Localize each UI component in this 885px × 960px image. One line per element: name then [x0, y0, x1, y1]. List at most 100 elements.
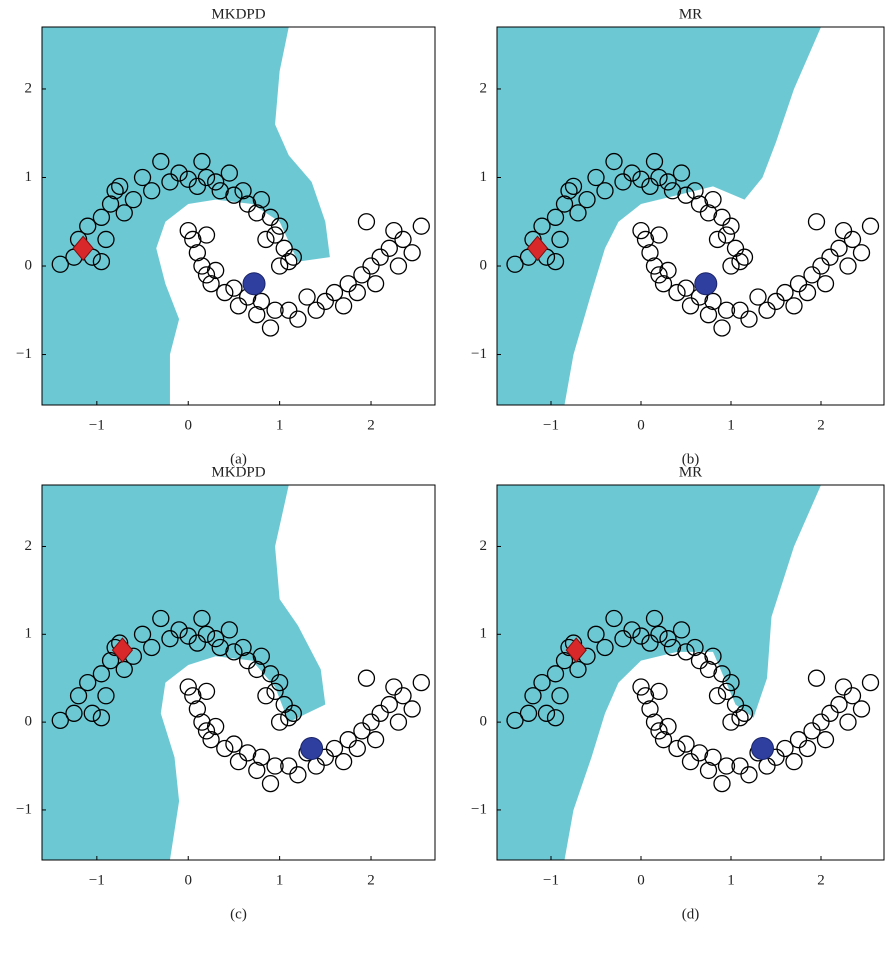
data-point	[546, 709, 565, 727]
data-point	[533, 217, 551, 235]
data-point	[816, 275, 835, 293]
x-tick-label: 0	[637, 417, 645, 433]
data-point	[238, 195, 257, 213]
data-point	[663, 638, 682, 657]
data-point	[348, 283, 366, 302]
data-point	[677, 643, 695, 661]
data-point	[623, 164, 641, 182]
data-point	[650, 266, 668, 284]
data-point	[834, 678, 853, 696]
data-point	[699, 660, 718, 679]
data-point	[731, 757, 749, 775]
data-point	[248, 761, 266, 780]
x-tick-label: −1	[543, 872, 559, 888]
data-point	[65, 704, 83, 722]
data-point	[385, 221, 403, 240]
data-point	[735, 704, 754, 722]
axes-frame	[41, 26, 436, 406]
data-point	[713, 208, 731, 226]
data-point	[179, 678, 197, 696]
data-point	[560, 182, 578, 200]
data-point	[852, 700, 871, 718]
y-tick-label: 2	[480, 80, 488, 96]
data-point	[821, 248, 839, 266]
data-point	[506, 255, 524, 273]
data-point	[193, 152, 211, 171]
data-point	[686, 638, 704, 657]
data-point	[325, 739, 344, 758]
data-point	[663, 182, 682, 200]
data-point	[261, 208, 280, 226]
y-tick-label: 0	[480, 714, 488, 730]
data-point	[699, 306, 718, 324]
data-point	[252, 292, 270, 311]
data-point	[713, 665, 731, 683]
data-point	[533, 673, 551, 692]
y-tick-label: 0	[25, 714, 33, 730]
data-point	[339, 731, 357, 749]
y-tick-label: 2	[25, 538, 33, 554]
data-point	[316, 292, 334, 311]
data-point	[690, 744, 709, 762]
data-point	[133, 625, 152, 643]
plot-area	[497, 27, 880, 405]
data-point	[298, 288, 316, 306]
data-point	[152, 609, 170, 628]
data-point	[101, 195, 120, 213]
data-point	[839, 257, 857, 275]
data-point	[519, 704, 538, 722]
data-point	[713, 774, 731, 793]
data-point	[248, 306, 266, 324]
data-point	[79, 673, 97, 692]
data-point	[334, 297, 353, 315]
data-point	[650, 722, 668, 740]
data-point	[97, 230, 115, 249]
data-point	[740, 310, 758, 328]
data-point	[261, 774, 280, 793]
x-tick-label: 1	[276, 417, 284, 433]
data-point	[587, 625, 605, 643]
data-point	[645, 609, 664, 628]
data-point	[362, 257, 380, 275]
x-tick-label: 0	[637, 872, 645, 888]
labeled-point	[242, 272, 266, 296]
data-point	[179, 170, 197, 188]
data-point	[654, 275, 673, 293]
data-point	[270, 217, 289, 235]
data-point	[371, 704, 389, 722]
data-point	[284, 704, 302, 722]
data-point	[668, 739, 686, 758]
data-point	[143, 182, 161, 200]
data-point	[704, 748, 722, 766]
x-tick-label: 0	[184, 872, 192, 888]
y-tick-label: −1	[471, 801, 487, 817]
data-point	[537, 704, 556, 722]
data-point	[632, 627, 650, 645]
data-point	[672, 621, 691, 639]
data-point	[551, 230, 569, 249]
data-point	[717, 757, 736, 775]
data-point	[248, 660, 266, 679]
data-point	[133, 168, 152, 187]
y-tick-label: −1	[16, 346, 32, 362]
data-point	[555, 651, 574, 670]
data-point	[252, 748, 270, 766]
data-point	[605, 609, 623, 628]
data-point	[412, 673, 430, 692]
data-point	[124, 190, 143, 209]
data-point	[270, 673, 289, 692]
data-point	[861, 673, 880, 692]
data-point	[830, 695, 848, 714]
data-point	[106, 182, 124, 200]
data-point	[708, 230, 727, 249]
data-point	[546, 252, 565, 271]
labeled-point	[565, 637, 587, 663]
data-point	[726, 695, 745, 714]
data-point	[188, 244, 207, 262]
data-point	[677, 735, 695, 753]
data-point	[524, 687, 542, 705]
data-point	[861, 217, 880, 235]
data-point	[722, 217, 740, 235]
chart-title: MR	[679, 6, 702, 22]
